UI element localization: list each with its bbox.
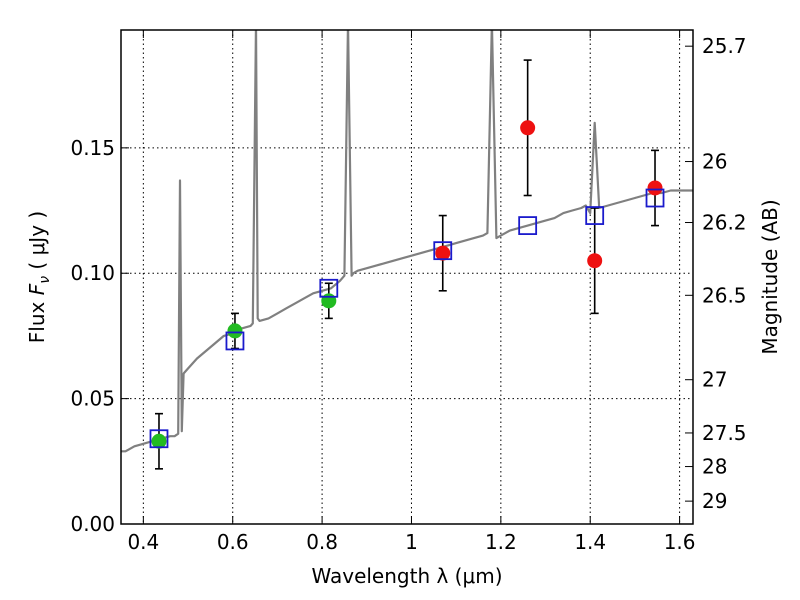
nir-data-point (520, 120, 536, 136)
y-tick-label: 0.05 (70, 387, 115, 411)
x-tick-label: 0.8 (306, 530, 338, 554)
model-square (149, 429, 169, 449)
y2-tick-label: 26.5 (702, 283, 747, 307)
optical-data-point (151, 433, 167, 449)
model-square (645, 188, 665, 208)
optical-data-point (227, 323, 243, 339)
y-tick-label: 0.00 (70, 512, 115, 536)
y2-tick-label: 28 (702, 455, 727, 479)
model-square (319, 278, 339, 298)
y2-tick-label: 27 (702, 368, 727, 392)
x-tick-label: 0.4 (127, 530, 159, 554)
nir-data-point (587, 253, 603, 269)
y2-tick-label: 26.2 (702, 211, 747, 235)
x-axis-title: Wavelength λ (μm) (311, 564, 502, 588)
nir-data-point (647, 180, 663, 196)
plot-data (121, 30, 693, 470)
x-tick-label: 1.4 (574, 530, 606, 554)
x-tick-label: 1 (405, 530, 418, 554)
x-tick-label: 1.2 (485, 530, 517, 554)
y2-tick-label: 25.7 (702, 34, 747, 58)
y-tick-label: 0.10 (70, 261, 115, 285)
spectrum-line (121, 30, 693, 453)
x-tick-label: 0.6 (217, 530, 249, 554)
model-square (518, 216, 538, 235)
y2-axis-title: Magnitude (AB) (758, 199, 782, 354)
y-tick-label: 0.15 (70, 136, 115, 160)
y-axis-title: Flux Fν ( μJy ) (25, 211, 53, 343)
x-tick-label: 1.6 (664, 530, 696, 554)
model-square (585, 206, 605, 225)
model-square (225, 331, 245, 351)
nir-data-point (435, 245, 451, 261)
y2-tick-label: 26 (702, 150, 727, 174)
axis-ticks: 0.4 0.6 0.8 1 1.2 1.4 1.6 0.00 0.05 0.10 0.15 25.7 2… (70, 30, 747, 554)
model-square (433, 241, 453, 261)
plot-frame (120, 29, 694, 525)
y-axis-title-subscript: ν (37, 276, 53, 284)
y-axis-title-prefix: Flux (25, 295, 49, 343)
y2-tick-label: 27.5 (702, 421, 747, 445)
y-axis-title-symbol: F (25, 283, 49, 295)
optical-data-point (321, 293, 337, 309)
y-axis-title-suffix: ( μJy ) (25, 211, 49, 276)
y2-tick-label: 29 (702, 489, 727, 513)
